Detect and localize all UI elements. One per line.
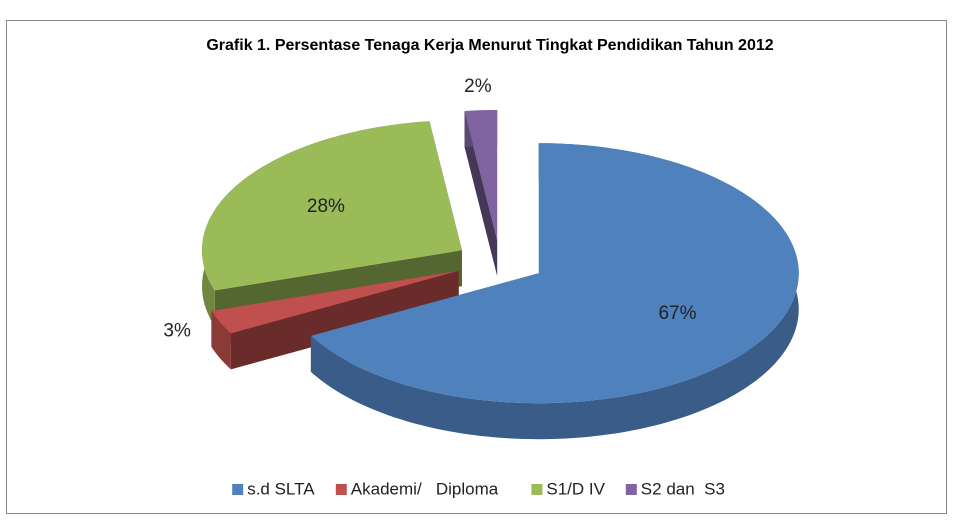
slice xyxy=(211,270,459,370)
legend-swatch xyxy=(232,484,244,495)
slice-outer-wall xyxy=(211,310,231,370)
data-label: 67% xyxy=(658,303,696,324)
legend-label: s.d SLTA xyxy=(247,479,315,498)
slice-side-wall xyxy=(211,270,459,347)
legend-label: Akademi/ Diploma xyxy=(351,479,499,498)
legend-swatch xyxy=(335,484,347,495)
legend: s.d SLTA Akademi/ Diploma S1/D IV S2 dan S3 xyxy=(232,479,725,498)
pie-slice xyxy=(310,143,799,404)
pie-slice xyxy=(464,110,498,241)
data-label: 28% xyxy=(307,196,345,217)
pie-slice xyxy=(211,270,459,334)
legend-swatch xyxy=(531,484,543,495)
slice-side-wall xyxy=(464,111,498,277)
pie-slice xyxy=(202,121,463,291)
slice xyxy=(310,143,799,440)
chart-title: Grafik 1. Persentase Tenaga Kerja Menuru… xyxy=(206,37,773,54)
legend-swatch xyxy=(625,484,637,495)
slice xyxy=(464,110,498,277)
data-label: 3% xyxy=(163,321,191,342)
data-label: 2% xyxy=(464,76,492,97)
legend-label: S2 dan S3 xyxy=(641,479,725,498)
legend-label: S1/D IV xyxy=(546,479,605,498)
